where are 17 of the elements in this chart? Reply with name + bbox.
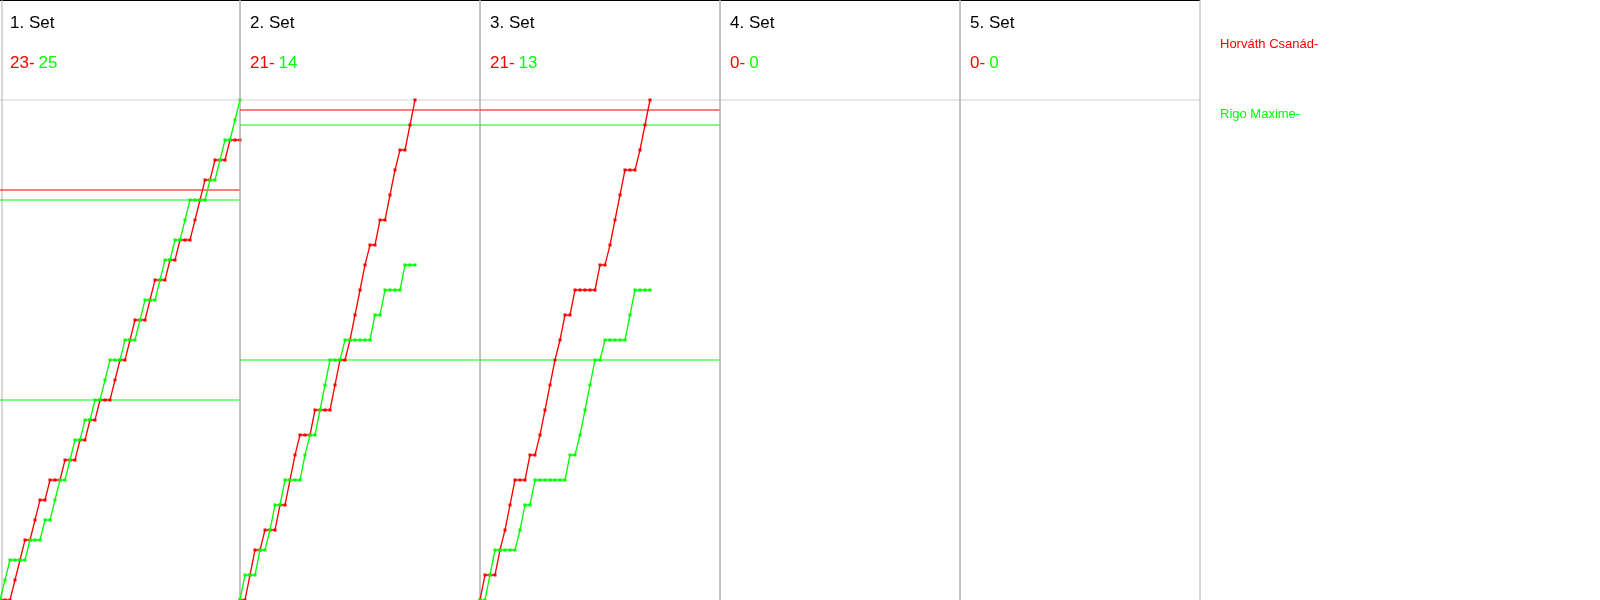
text: 0- [730, 53, 746, 72]
text: 4. Set [730, 13, 775, 32]
text: 0 [749, 53, 759, 72]
text: 25 [38, 53, 58, 72]
text: 5. Set [970, 13, 1015, 32]
text: 21- [490, 53, 515, 72]
text: 21- [250, 53, 275, 72]
text: 14 [278, 53, 298, 72]
text: 0- [970, 53, 986, 72]
chart-title: 2. Set [250, 13, 295, 32]
text: 0 [989, 53, 999, 72]
chart-title: 3. Set [490, 13, 535, 32]
text: Rigo Maxime- [1220, 106, 1301, 121]
text: 23- [10, 53, 35, 72]
text: Horváth Csanád- [1220, 36, 1319, 51]
chart-title: 1. Set [10, 13, 55, 32]
text: 13 [518, 53, 538, 72]
